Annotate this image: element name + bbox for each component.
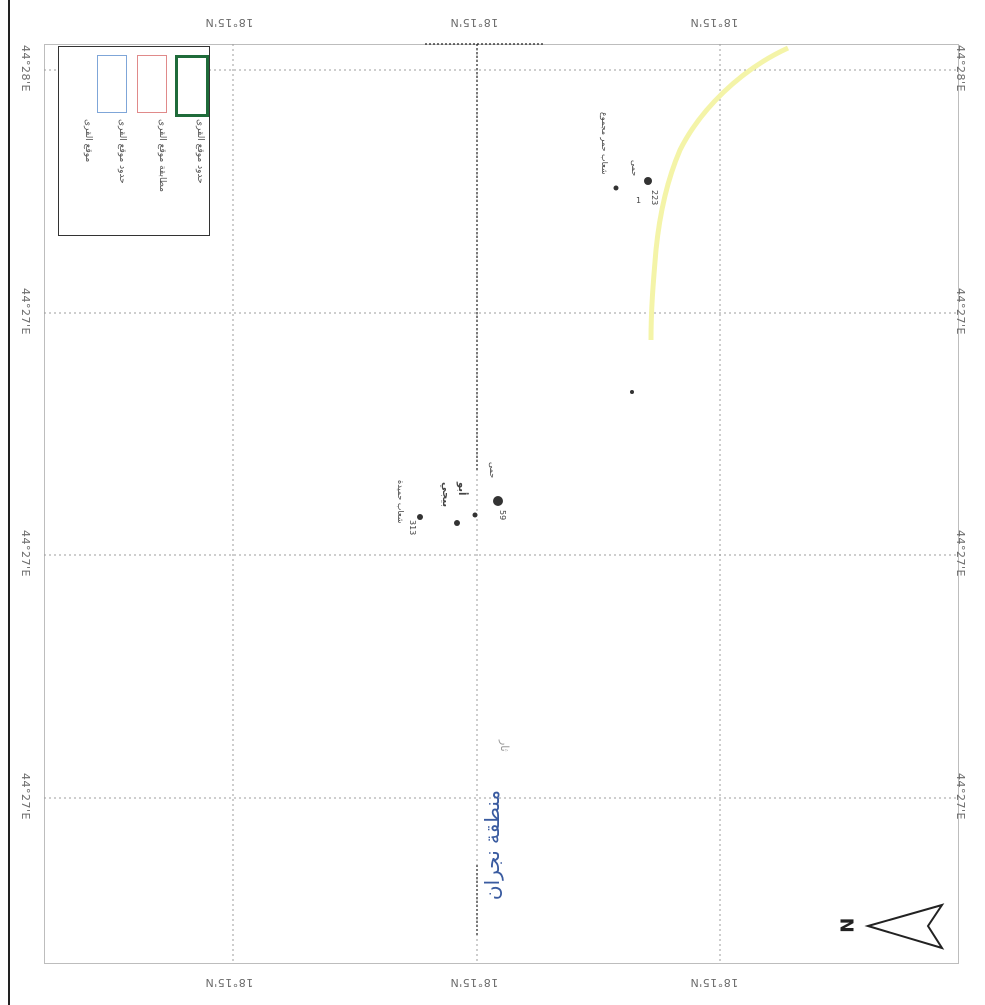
place-code-3: 223 (650, 190, 659, 206)
left-border-line (8, 0, 10, 1005)
legend-label-2: حدود موقع القرى (117, 119, 127, 184)
village-point (493, 496, 503, 506)
region-sub-label: ثار (498, 740, 511, 752)
top-lon-label-2: 18°15'N (450, 16, 499, 29)
legend-label-1: موقع القرى (83, 119, 93, 163)
place-code-2: 59 (498, 510, 507, 521)
legend-swatch-point (63, 55, 91, 111)
left-lat-label-1: 44°28'E (18, 45, 32, 92)
left-lat-label-4: 44°27'E (18, 773, 32, 820)
north-arrow-label: N (835, 917, 857, 934)
bottom-lon-label-1: 18°15'N (205, 976, 254, 989)
legend-swatch-blue (97, 55, 127, 113)
road-line (648, 45, 790, 341)
right-lat-label-3: 44°27'E (953, 530, 967, 577)
place-label-4: حمى (488, 462, 497, 479)
grid-lines (44, 44, 957, 962)
place-code-1: 313 (408, 520, 417, 536)
place-code-4: 1 (636, 196, 642, 205)
right-lat-label-2: 44°27'E (953, 288, 967, 335)
right-lat-label-1: 44°28'E (953, 45, 967, 92)
legend-swatch-green (175, 55, 209, 117)
place-label-5: شعاب حمر مجموع (600, 112, 609, 175)
north-arrow-shape (864, 903, 945, 950)
right-lat-label-4: 44°27'E (953, 773, 967, 820)
place-label-3: أبو (456, 482, 467, 496)
left-lat-label-3: 44°27'E (18, 530, 32, 577)
top-lon-label-3: 18°15'N (690, 16, 739, 29)
place-label-1: شعاب حميدة (396, 480, 405, 524)
region-label: منطقة نجران (480, 790, 504, 901)
bottom-lon-label-2: 18°15'N (450, 976, 499, 989)
legend-label-3: مطابقة موقع القرى (157, 119, 167, 192)
village-point (472, 512, 478, 518)
north-arrow-icon (864, 903, 945, 950)
left-lat-label-2: 44°27'E (18, 288, 32, 335)
legend-label-4: حدود موقع القرى (195, 119, 205, 184)
place-label-2: بيجي (440, 482, 451, 508)
legend-swatch-red (137, 55, 167, 113)
village-point (630, 390, 634, 394)
village-point (613, 185, 619, 191)
bottom-lon-label-3: 18°15'N (690, 976, 739, 989)
place-label-6: حمى (630, 160, 639, 177)
village-point (644, 177, 652, 185)
map-legend: موقع القرى حدود موقع القرى مطابقة موقع ا… (58, 46, 210, 236)
boundary-lines (425, 43, 545, 935)
village-point (417, 514, 423, 520)
village-point (454, 520, 460, 526)
top-lon-label-1: 18°15'N (205, 16, 254, 29)
